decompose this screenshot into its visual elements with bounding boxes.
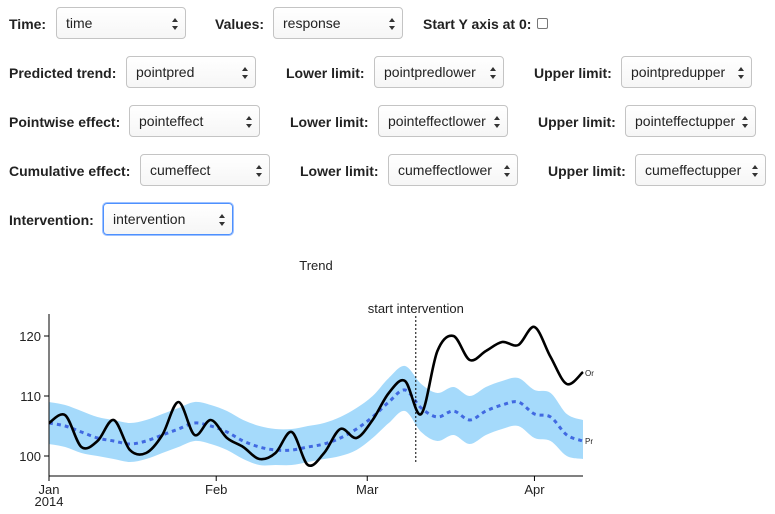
- select-arrows-icon: [742, 116, 748, 128]
- cumulative-effect-value: cumeffect: [150, 162, 211, 178]
- effect-upper-select[interactable]: pointeffectupper: [625, 105, 756, 137]
- pred-lower-select[interactable]: pointpredlower: [374, 56, 504, 88]
- time-select[interactable]: time: [56, 7, 186, 39]
- pred-upper-select[interactable]: pointpredupper: [621, 56, 752, 88]
- effect-upper-value: pointeffectupper: [635, 113, 736, 129]
- select-arrows-icon: [494, 116, 500, 128]
- values-label: Values:: [215, 16, 265, 32]
- select-arrows-icon: [738, 67, 744, 79]
- intervention-label: Intervention:: [9, 212, 94, 228]
- series-end-label-observed: Or: [585, 369, 594, 378]
- intervention-annotation: start intervention: [368, 301, 464, 316]
- effect-lower-select[interactable]: pointeffectlower: [378, 105, 508, 137]
- select-arrows-icon: [504, 165, 510, 177]
- start-y0-checkbox[interactable]: [537, 18, 548, 29]
- x-tick-sublabel: 2014: [35, 494, 64, 509]
- controls-row-3: Pointwise effect: pointeffect Lower limi…: [0, 105, 775, 139]
- controls-row-5: Intervention: intervention: [0, 203, 775, 237]
- intervention-select[interactable]: intervention: [103, 203, 233, 235]
- select-arrows-icon: [172, 18, 178, 30]
- effect-upper-label: Upper limit:: [538, 114, 616, 130]
- cumulative-effect-select[interactable]: cumeffect: [140, 154, 270, 186]
- start-y0-label: Start Y axis at 0:: [423, 16, 532, 32]
- cum-lower-select[interactable]: cumeffectlower: [388, 154, 518, 186]
- cumulative-effect-label: Cumulative effect:: [9, 163, 131, 179]
- controls-row-4: Cumulative effect: cumeffect Lower limit…: [0, 154, 775, 188]
- predicted-trend-label: Predicted trend:: [9, 65, 117, 81]
- values-select[interactable]: response: [273, 7, 403, 39]
- pointwise-effect-label: Pointwise effect:: [9, 114, 121, 130]
- confidence-band: [49, 365, 583, 466]
- cum-upper-value: cumeffectupper: [645, 162, 742, 178]
- select-arrows-icon: [490, 67, 496, 79]
- cum-upper-select[interactable]: cumeffectupper: [635, 154, 766, 186]
- select-arrows-icon: [219, 214, 225, 226]
- cum-upper-label: Upper limit:: [548, 163, 626, 179]
- select-arrows-icon: [752, 165, 758, 177]
- cum-lower-value: cumeffectlower: [398, 162, 492, 178]
- pred-upper-label: Upper limit:: [534, 65, 612, 81]
- y-tick-label: 120: [19, 329, 41, 344]
- select-arrows-icon: [246, 116, 252, 128]
- predicted-trend-value: pointpred: [136, 64, 195, 80]
- y-tick-label: 100: [19, 449, 41, 464]
- select-arrows-icon: [256, 165, 262, 177]
- trend-chart: Trend 100 110 120 Jan Feb Mar Apr 2014 start in…: [19, 258, 594, 509]
- time-select-value: time: [66, 15, 93, 31]
- x-tick-label: Feb: [205, 482, 227, 497]
- controls-row-2: Predicted trend: pointpred Lower limit: …: [0, 56, 775, 90]
- x-tick-label: Apr: [524, 482, 545, 497]
- series-end-label-predicted: Pr: [585, 437, 593, 446]
- effect-lower-label: Lower limit:: [290, 114, 369, 130]
- values-select-value: response: [283, 15, 341, 31]
- pointwise-effect-value: pointeffect: [139, 113, 204, 129]
- x-tick-label: Mar: [356, 482, 379, 497]
- pred-lower-value: pointpredlower: [384, 64, 476, 80]
- intervention-value: intervention: [113, 211, 186, 227]
- time-label: Time:: [9, 16, 47, 32]
- select-arrows-icon: [389, 18, 395, 30]
- effect-lower-value: pointeffectlower: [388, 113, 486, 129]
- chart-title: Trend: [299, 258, 332, 273]
- predicted-trend-select[interactable]: pointpred: [126, 56, 256, 88]
- controls-row-1: Time: time Values: response Start Y axis…: [0, 7, 775, 41]
- pred-lower-label: Lower limit:: [286, 65, 365, 81]
- cum-lower-label: Lower limit:: [300, 163, 379, 179]
- pointwise-effect-select[interactable]: pointeffect: [129, 105, 260, 137]
- select-arrows-icon: [242, 67, 248, 79]
- observed-line: [48, 325, 584, 468]
- y-tick-label: 110: [20, 389, 41, 404]
- pred-upper-value: pointpredupper: [631, 64, 726, 80]
- x-tick-label: Jan: [39, 482, 60, 497]
